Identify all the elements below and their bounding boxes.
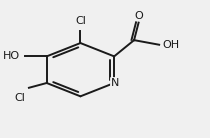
Text: HO: HO bbox=[3, 51, 20, 61]
Text: OH: OH bbox=[162, 40, 179, 50]
Text: O: O bbox=[134, 11, 143, 21]
Text: Cl: Cl bbox=[75, 16, 86, 26]
Text: N: N bbox=[111, 78, 119, 88]
Text: Cl: Cl bbox=[14, 93, 25, 103]
